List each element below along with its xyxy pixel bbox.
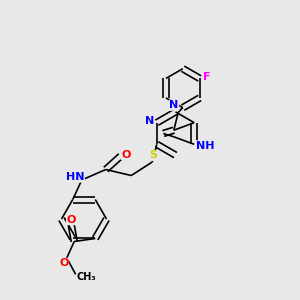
- Text: O: O: [67, 214, 76, 225]
- Text: N: N: [169, 100, 178, 110]
- Text: S: S: [149, 150, 157, 161]
- Text: F: F: [203, 72, 211, 82]
- Text: N: N: [145, 116, 154, 126]
- Text: HN: HN: [66, 172, 84, 182]
- Text: O: O: [121, 149, 130, 160]
- Text: NH: NH: [196, 141, 215, 151]
- Text: O: O: [59, 258, 68, 268]
- Text: CH₃: CH₃: [76, 272, 96, 283]
